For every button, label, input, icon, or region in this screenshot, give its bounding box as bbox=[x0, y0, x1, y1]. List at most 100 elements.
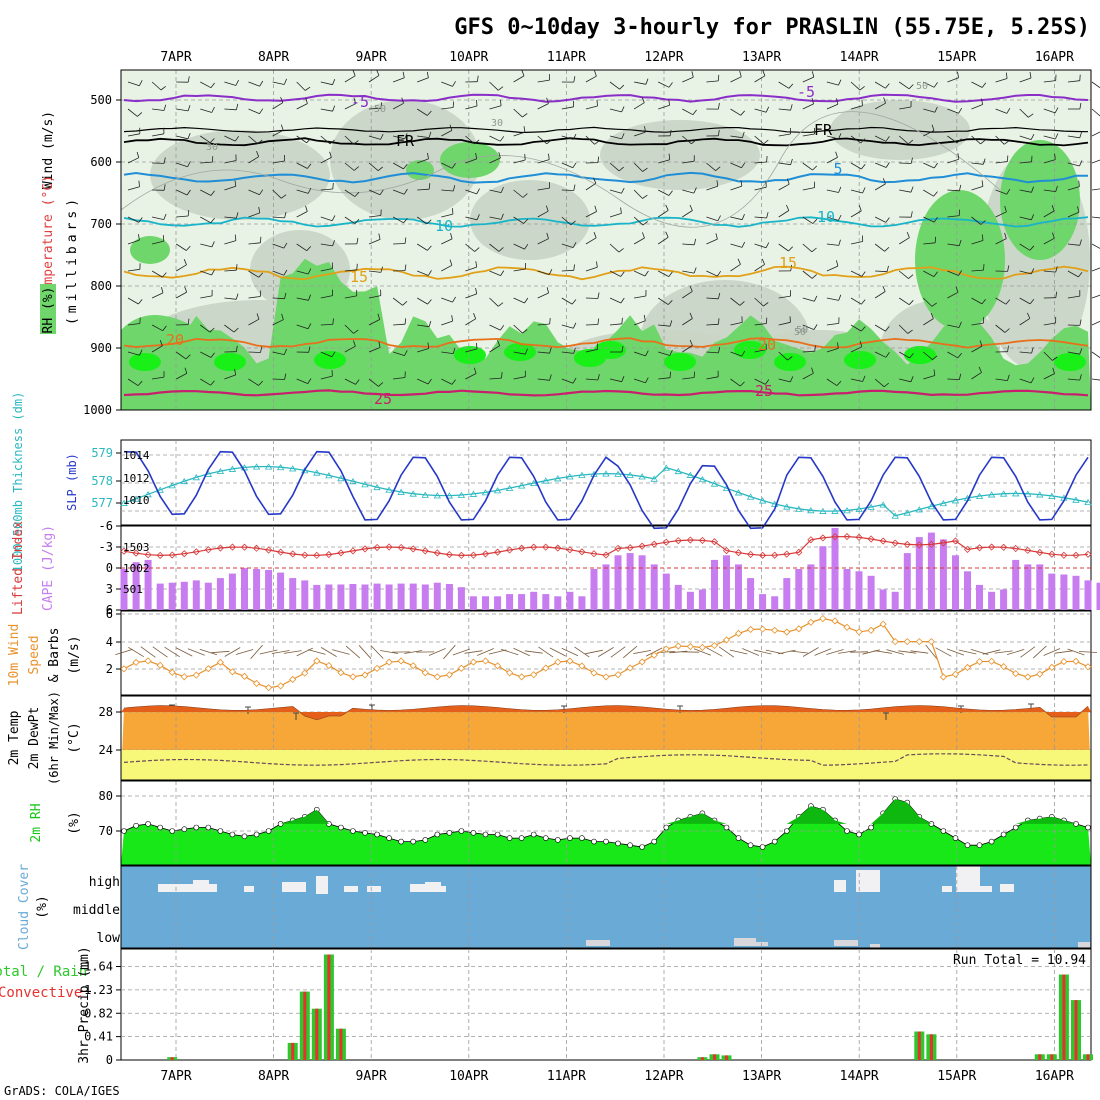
wind-speed-point bbox=[650, 651, 658, 659]
wind-barb-flag bbox=[500, 99, 502, 106]
wind-barb bbox=[898, 237, 910, 245]
wind-barb bbox=[1043, 159, 1056, 164]
wind-barb-flag bbox=[283, 348, 287, 355]
wind-barb-flag bbox=[789, 376, 794, 383]
high-cloud-bar bbox=[956, 866, 980, 892]
upper-air-axis-labels: Wind (m/s) Temperature (°C) (millibars) … bbox=[40, 93, 121, 417]
wind-barb-flag bbox=[1007, 374, 1010, 381]
rh-2m-point bbox=[964, 842, 971, 849]
wind-barb bbox=[850, 346, 862, 353]
wind-barb-flag bbox=[959, 184, 962, 191]
wind-barb-flag bbox=[234, 368, 237, 375]
cape-bar bbox=[915, 537, 923, 610]
rh-2m-point bbox=[229, 831, 236, 838]
surface-wind-barb bbox=[946, 648, 965, 656]
ylabel-rh: RH (%) bbox=[41, 287, 56, 334]
cape-bar bbox=[759, 594, 767, 610]
lifted-index-point bbox=[975, 544, 984, 552]
high-cloud-bar bbox=[1000, 884, 1014, 892]
wind-barb-flag bbox=[669, 129, 672, 136]
rh-2m-point bbox=[663, 824, 670, 831]
cloud-cover-frame bbox=[120, 865, 1092, 949]
wind-barb bbox=[127, 378, 139, 386]
surface-wind-barb bbox=[706, 647, 723, 657]
rh-mid-area bbox=[150, 130, 330, 220]
wind-barb bbox=[248, 108, 260, 115]
wind-speed-point bbox=[168, 668, 176, 676]
lifted-index-point bbox=[301, 551, 309, 559]
wind-barb bbox=[826, 135, 839, 140]
wind-barb bbox=[609, 189, 622, 194]
cape-bar bbox=[542, 594, 550, 610]
wind-barb-flag bbox=[618, 248, 624, 253]
wind-barb-flag bbox=[404, 318, 407, 325]
wind-speed-point bbox=[614, 671, 622, 679]
wind-barb bbox=[344, 216, 356, 224]
wind-speed-point bbox=[144, 657, 152, 665]
wind-barb-flag bbox=[284, 212, 287, 218]
slp-tick-label: 1014 bbox=[123, 449, 150, 462]
wind-barb bbox=[585, 324, 598, 326]
wind-barb bbox=[923, 351, 933, 361]
wind-barb-flag bbox=[449, 259, 453, 266]
thickness-point bbox=[252, 463, 261, 470]
wind-barb-flag bbox=[742, 131, 745, 138]
cape-bar bbox=[867, 575, 875, 610]
rh-2m-point bbox=[458, 828, 465, 834]
wind-barb-flag bbox=[404, 237, 407, 244]
wind-barb bbox=[1043, 237, 1055, 245]
wind-barb bbox=[850, 378, 863, 382]
surface-wind-barb bbox=[524, 650, 543, 654]
surface-wind-barb bbox=[370, 645, 384, 659]
wind-barb-flag bbox=[957, 71, 959, 78]
tick-label: 6 bbox=[106, 607, 113, 621]
wind-speed-point bbox=[662, 645, 670, 653]
lifted-index-point bbox=[156, 551, 164, 559]
tick-label: 3 bbox=[106, 582, 113, 596]
wind-barb-flag bbox=[161, 286, 164, 294]
cape-bar bbox=[1048, 573, 1056, 610]
wind-barb bbox=[465, 318, 476, 326]
wind-barb-flag bbox=[499, 136, 505, 142]
wind-barb bbox=[730, 378, 741, 387]
wind-barb bbox=[778, 162, 791, 166]
wind-barb-flag bbox=[931, 124, 935, 131]
wind-barb bbox=[320, 188, 333, 191]
wind-barb-flag bbox=[689, 285, 693, 292]
wind-barb-flag bbox=[885, 326, 890, 332]
wind-speed-point bbox=[301, 669, 309, 677]
top-date-labels: 7APR 8APR 9APR 10APR 11APR 12APR 13APR 14APR 15A… bbox=[160, 50, 1074, 65]
rh-contour-label: 30 bbox=[491, 118, 503, 129]
wind-barb bbox=[1067, 186, 1080, 191]
wind-barb-flag bbox=[621, 133, 625, 140]
rh-2m-point bbox=[217, 828, 224, 834]
wind-barb bbox=[392, 189, 405, 195]
wind-barb bbox=[416, 243, 428, 251]
wind-barb bbox=[899, 106, 912, 110]
wind-speed-point bbox=[506, 669, 514, 677]
wind-barb-flag bbox=[380, 133, 384, 140]
wind-barb-flag bbox=[983, 158, 986, 165]
wind-barb-flag bbox=[689, 204, 693, 211]
isotherm-label: 15 bbox=[779, 254, 797, 272]
ylabel-thickness: 1000-500mb Thickness (dm) bbox=[11, 392, 25, 573]
wind-barb bbox=[513, 131, 526, 137]
wind-barb bbox=[537, 292, 549, 299]
cape-bar bbox=[614, 555, 622, 610]
thickness-point bbox=[156, 486, 164, 493]
high-cloud-bar bbox=[425, 882, 441, 892]
wind-speed-point bbox=[988, 657, 996, 665]
wind-barb bbox=[754, 75, 766, 83]
wind-barb bbox=[875, 270, 888, 273]
lifted-index-point bbox=[542, 543, 550, 551]
wind-barb-flag bbox=[427, 378, 432, 385]
wind-barb bbox=[489, 297, 499, 307]
wind-barb bbox=[971, 372, 982, 380]
wind-barb bbox=[802, 324, 815, 330]
wind-barb-flag bbox=[307, 323, 312, 329]
wind-barb-flag bbox=[1028, 113, 1034, 118]
wind-barb-flag bbox=[159, 340, 163, 346]
wind-barb-flag bbox=[644, 270, 649, 277]
wind-barb-flag bbox=[403, 217, 408, 224]
wind-barb bbox=[392, 297, 403, 306]
